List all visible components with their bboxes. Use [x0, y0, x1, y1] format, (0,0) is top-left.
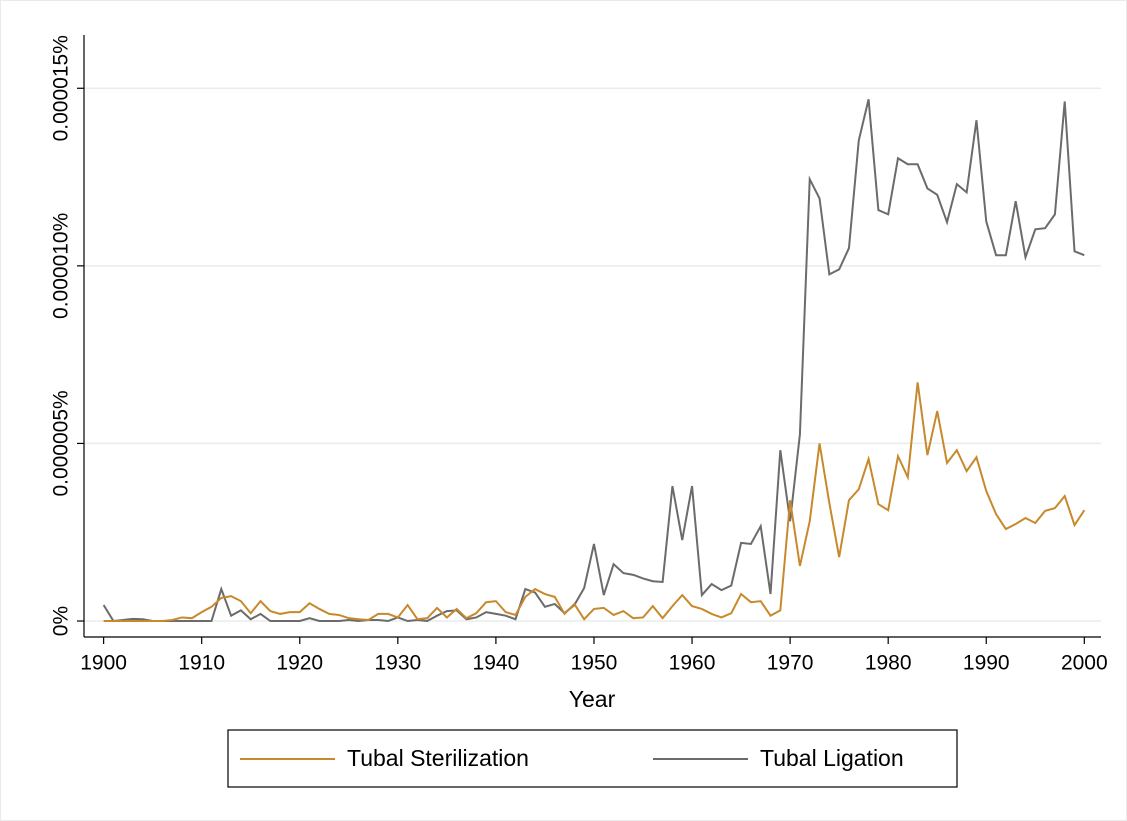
legend-label: Tubal Sterilization [347, 745, 529, 771]
x-tick-label: 1980 [865, 652, 912, 675]
x-tick-label: 1900 [80, 652, 127, 675]
y-tick-label: 0.000005% [50, 390, 73, 496]
series-line [103, 382, 1086, 623]
x-tick-label: 1990 [963, 652, 1010, 675]
x-tick-label: 1970 [767, 652, 814, 675]
x-tick-label: 1960 [669, 652, 716, 675]
x-tick-label: 1940 [473, 652, 520, 675]
legend-label: Tubal Ligation [760, 745, 904, 771]
x-axis-label: Year [569, 686, 616, 712]
y-tick-label: 0% [50, 606, 73, 636]
x-tick-label: 1950 [571, 652, 618, 675]
series-line [102, 99, 1085, 623]
y-tick-label: 0.000010% [50, 213, 73, 319]
legend-box [227, 729, 958, 788]
x-tick-label: 1930 [374, 652, 421, 675]
x-tick-label: 1910 [178, 652, 225, 675]
x-tick-label: 2000 [1061, 652, 1108, 675]
y-tick-label: 0.000015% [50, 35, 73, 141]
x-tick-label: 1920 [276, 652, 323, 675]
